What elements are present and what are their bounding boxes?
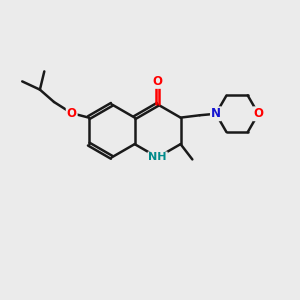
- Text: N: N: [211, 107, 221, 120]
- Text: O: O: [67, 107, 77, 120]
- Text: NH: NH: [148, 152, 167, 162]
- Text: O: O: [253, 107, 263, 120]
- Text: O: O: [153, 75, 163, 88]
